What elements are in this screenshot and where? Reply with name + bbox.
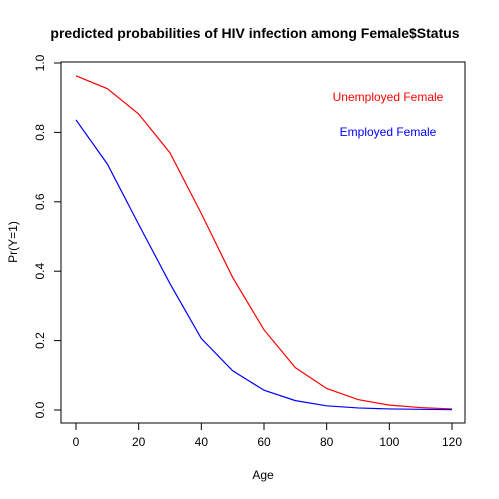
y-tick-label: 0.0: [33, 401, 47, 418]
x-tick-label: 100: [379, 435, 399, 449]
y-tick-label: 0.4: [33, 263, 47, 280]
x-tick-label: 80: [320, 435, 334, 449]
x-tick-label: 60: [257, 435, 271, 449]
y-tick-label: 1.0: [33, 54, 47, 71]
x-tick-label: 40: [195, 435, 209, 449]
series-line-unemployed-female: [75, 75, 453, 410]
x-axis-label: Age: [252, 468, 274, 482]
series-line-employed-female: [75, 119, 453, 411]
legend: Unemployed Female Employed Female: [333, 90, 444, 139]
x-tick-label: 20: [132, 435, 146, 449]
chart-title: predicted probabilities of HIV infection…: [50, 25, 459, 41]
legend-entry-employed-female: Employed Female: [340, 125, 437, 139]
y-tick-label: 0.8: [33, 124, 47, 141]
y-tick-label: 0.6: [33, 193, 47, 210]
legend-entry-unemployed-female: Unemployed Female: [333, 90, 444, 104]
x-tick-label: 0: [73, 435, 80, 449]
x-axis: 0 20 40 60 80 100 120: [73, 422, 462, 449]
x-tick-label: 120: [442, 435, 462, 449]
y-axis: 0.0 0.2 0.4 0.6 0.8 1.0: [33, 54, 62, 418]
plot-frame: [60, 61, 466, 424]
y-axis-label: Pr(Y=1): [6, 221, 20, 263]
y-tick-label: 0.2: [33, 332, 47, 349]
series-layer: [75, 75, 453, 411]
